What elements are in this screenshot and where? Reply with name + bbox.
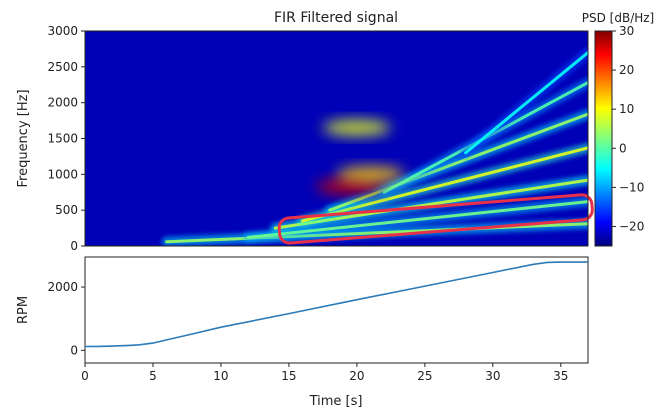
spectrogram-annotations <box>277 193 594 245</box>
colorbar-ticks: 30 20 10 0 −10 −20 <box>612 24 644 233</box>
x-tick-label: 0 <box>81 369 89 383</box>
spectrogram-hot-regions <box>316 119 405 195</box>
y-tick-label: 1500 <box>47 132 78 146</box>
rpm-frame <box>84 256 589 364</box>
spectrogram-band <box>273 178 588 230</box>
spectrogram-y-axis-label: Frequency [Hz] <box>16 89 31 187</box>
x-tick-label: 20 <box>349 369 364 383</box>
spectrogram-title: FIR Filtered signal <box>274 10 398 26</box>
colorbar-tick-label: 0 <box>619 141 627 155</box>
spectrogram-hot-region <box>322 119 391 136</box>
rpm-panel: 0 2000 0 5 10 15 20 25 30 35 RPM Time [s] <box>16 256 589 409</box>
spectrogram-band <box>165 222 588 244</box>
spectrogram-harmonic-bands <box>161 47 588 246</box>
colorbar-gradient <box>594 30 613 247</box>
annotation-highlight <box>277 193 594 245</box>
y-tick-label: 0 <box>70 239 78 253</box>
x-tick-label: 10 <box>213 369 228 383</box>
x-tick-label: 5 <box>149 369 157 383</box>
spectrogram-band <box>246 200 588 239</box>
rpm-y-axis-label: RPM <box>16 296 31 324</box>
colorbar-tick-label: −20 <box>619 219 644 233</box>
spectrogram-y-axis: 0 500 1000 1500 2000 2500 3000 <box>47 24 85 253</box>
colorbar: PSD [dB/Hz] 30 20 10 0 −10 −20 <box>582 11 655 247</box>
y-tick-label: 3000 <box>47 24 78 38</box>
x-tick-label: 25 <box>417 369 432 383</box>
y-tick-label: 500 <box>55 203 78 217</box>
spectrogram-hot-region <box>316 178 385 195</box>
rpm-x-axis-label: Time [s] <box>309 394 363 409</box>
y-tick-label: 1000 <box>47 167 78 181</box>
y-tick-label: 2000 <box>47 280 78 294</box>
y-tick-label: 2000 <box>47 96 78 110</box>
colorbar-tick-label: 20 <box>619 63 634 77</box>
rpm-x-axis: 0 5 10 15 20 25 30 35 <box>81 363 568 383</box>
x-tick-label: 35 <box>553 369 568 383</box>
spectrogram-panel: FIR Filtered signal 0 500 1000 1500 2000 2500… <box>16 10 594 253</box>
spectrogram-band <box>328 112 588 212</box>
rpm-y-axis: 0 2000 <box>47 280 85 357</box>
spectrogram-band <box>301 146 588 223</box>
colorbar-tick-label: 30 <box>619 24 634 38</box>
spectrogram-hot-region <box>336 166 405 183</box>
x-tick-label: 30 <box>485 369 500 383</box>
y-tick-label: 0 <box>70 343 78 357</box>
x-tick-label: 15 <box>281 369 296 383</box>
rpm-line <box>85 261 588 348</box>
colorbar-tick-label: −10 <box>619 180 644 194</box>
y-tick-label: 2500 <box>47 60 78 74</box>
colorbar-label: PSD [dB/Hz] <box>582 11 655 25</box>
spectrogram-band <box>464 51 588 155</box>
colorbar-tick-label: 10 <box>619 102 634 116</box>
